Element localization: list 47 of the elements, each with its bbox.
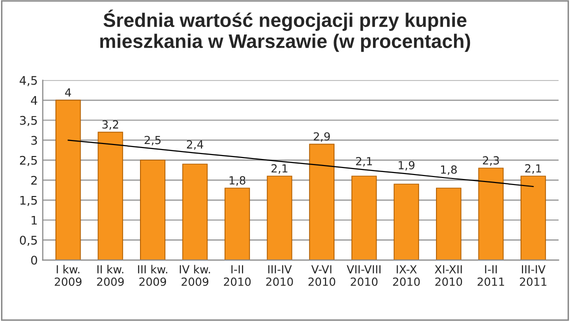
data-label: 1,8 <box>230 176 246 186</box>
y-tick-label: 4 <box>30 96 38 105</box>
x-tick-label: I-II 2011 <box>478 265 504 286</box>
y-tick-label: 1,5 <box>20 196 37 206</box>
bar <box>436 188 462 260</box>
data-label: 3,2 <box>102 120 118 130</box>
data-label: 1,9 <box>398 160 414 171</box>
bar <box>520 176 546 260</box>
bar <box>182 164 208 260</box>
y-tick-label: 0,5 <box>20 236 37 246</box>
bar <box>266 176 292 260</box>
data-label: 2,5 <box>144 136 161 146</box>
y-tick-label: 3 <box>31 136 37 145</box>
x-tick-label: VII-VIII 2010 <box>346 265 380 286</box>
data-label: 2,1 <box>272 164 288 174</box>
chart-title: Średnia wartość negocjacji przy kupnie mieszkania w Warszawie (w procentach) <box>100 10 470 52</box>
x-tick-label: XI-XII 2010 <box>434 265 462 286</box>
x-tick-label: IV kw. 2009 <box>180 264 210 286</box>
bar <box>140 160 166 260</box>
data-label: 4 <box>65 88 72 97</box>
x-tick-label: II kw. 2009 <box>97 264 124 286</box>
bar <box>478 168 504 260</box>
bar <box>98 132 124 260</box>
bar <box>351 176 377 260</box>
bar <box>224 188 250 260</box>
data-label: 2,9 <box>314 132 330 142</box>
data-label: 2,4 <box>186 140 204 150</box>
data-label: 2,1 <box>525 164 542 174</box>
data-label: 2,1 <box>356 156 372 167</box>
x-tick-label: IX-X 2010 <box>393 265 420 286</box>
bar <box>55 100 81 260</box>
bar <box>309 144 334 260</box>
y-tick-label: 1 <box>32 216 37 225</box>
x-tick-label: I kw. 2009 <box>54 264 82 286</box>
y-tick-label: 2,5 <box>20 156 37 166</box>
y-tick-label: 4,5 <box>20 76 37 86</box>
y-tick-label: 0 <box>31 256 38 265</box>
y-tick-label: 2 <box>31 176 37 185</box>
x-tick-label: I-II 2010 <box>224 265 251 286</box>
bar <box>394 184 420 260</box>
data-label: 1,8 <box>441 165 457 175</box>
x-tick-label: III-IV 2010 <box>266 265 293 286</box>
x-tick-label: III-IV 2011 <box>520 265 546 286</box>
data-label: 2,3 <box>482 156 499 166</box>
x-tick-label: V-VI 2010 <box>308 265 336 286</box>
x-tick-label: III kw. 2009 <box>138 264 168 286</box>
y-tick-label: 3,5 <box>20 116 37 126</box>
